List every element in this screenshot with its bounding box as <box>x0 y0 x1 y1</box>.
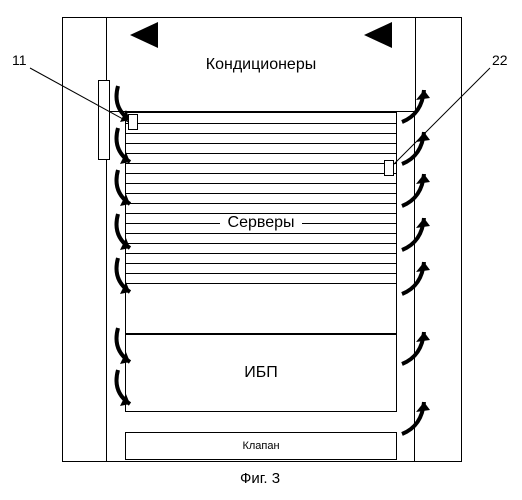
small-rect-2 <box>128 114 138 130</box>
callout-22-line <box>0 0 522 500</box>
figure-caption: Фиг. 3 <box>240 470 280 487</box>
small-rect-3 <box>384 160 394 176</box>
label-servers: Серверы <box>220 214 303 232</box>
